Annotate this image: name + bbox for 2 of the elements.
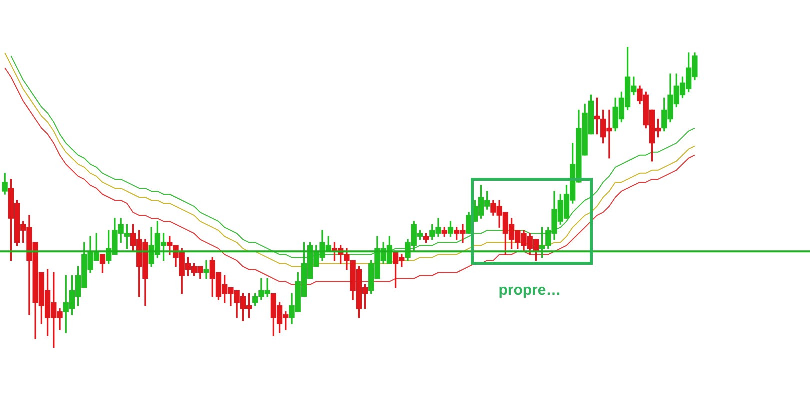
candlestick: [204, 260, 210, 280]
annotation: propre…: [498, 282, 562, 299]
